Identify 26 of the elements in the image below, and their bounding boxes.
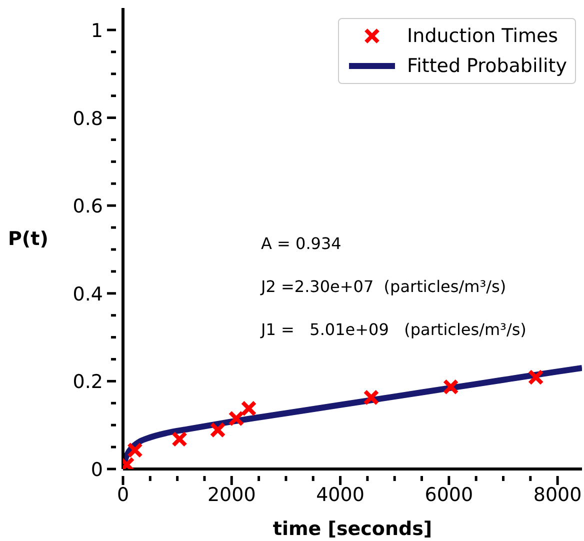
legend-label: Induction Times [407, 25, 558, 47]
point [228, 410, 244, 427]
annotation: J1 = 5.01e+09 (particles/m³/s) [261, 320, 526, 339]
y-tick-label: 0.4 [72, 283, 103, 306]
y-tick-label: 1 [90, 20, 103, 42]
x-tick-label: 6000 [424, 484, 474, 506]
y-axis-title: P(t) [8, 228, 48, 250]
x-tick-label: 0 [116, 484, 130, 506]
x-tick-label: 4000 [316, 484, 364, 506]
point [171, 431, 188, 448]
x-tick-label: 2000 [207, 484, 256, 506]
y-tick-label: 0.6 [72, 196, 103, 218]
point [210, 422, 226, 438]
point [442, 378, 459, 395]
legend-label: Fitted Probability [407, 55, 567, 77]
y-tick-label: 0 [90, 459, 103, 481]
point [528, 369, 544, 386]
point [240, 400, 257, 416]
x-axis-title: time [seconds] [272, 518, 432, 540]
point [126, 442, 143, 458]
point [363, 389, 380, 406]
x-tick-label: 8000 [533, 484, 582, 506]
annotation: J2 =2.30e+07 (particles/m³/s) [261, 277, 506, 296]
annotation: A = 0.934 [261, 234, 342, 253]
y-tick-label: 0.8 [72, 108, 103, 130]
y-tick-label: 0.2 [72, 371, 103, 394]
